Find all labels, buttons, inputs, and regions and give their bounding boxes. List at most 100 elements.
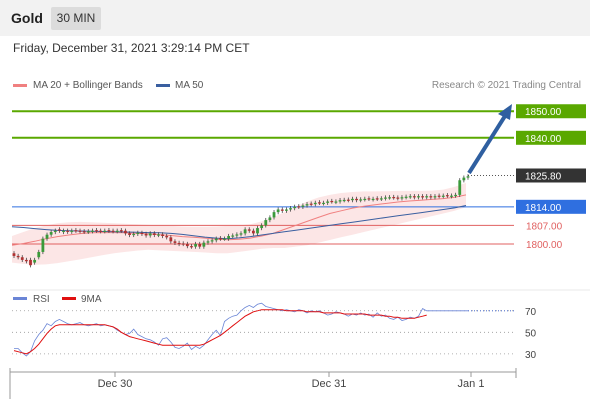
candle [62, 230, 65, 233]
level-tag-1850.00 [516, 104, 586, 119]
candle [384, 197, 387, 199]
candle [425, 196, 429, 198]
candle [12, 253, 16, 256]
candle [351, 198, 354, 201]
candle [326, 201, 330, 203]
ma9-legend-swatch [62, 297, 76, 300]
candle [251, 230, 255, 234]
candle [466, 176, 470, 178]
ma20-legend-label: MA 20 + Bollinger Bands [33, 80, 143, 91]
candle [285, 209, 288, 211]
candle [437, 195, 441, 197]
level-tag-1840.00 [516, 130, 586, 145]
candle [173, 241, 177, 243]
candle [115, 230, 119, 232]
ma20-line [11, 194, 467, 246]
candle [223, 238, 226, 240]
level-tag-1825.80 [516, 168, 586, 183]
timestamp: Friday, December 31, 2021 3:29:14 PM CET [13, 41, 250, 55]
candle [264, 220, 268, 226]
level-label-1825.80: 1825.80 [525, 171, 562, 182]
level-tag-1814.00 [516, 199, 586, 214]
rsi-line [14, 302, 468, 357]
instrument-title: Gold [11, 10, 43, 26]
candle [346, 199, 350, 201]
candle [247, 229, 251, 231]
candle [29, 259, 32, 266]
candle [388, 197, 391, 199]
candle [190, 246, 193, 248]
candle [227, 236, 231, 239]
candle [95, 230, 98, 232]
copyright: Research © 2021 Trading Central [431, 80, 581, 91]
candle [124, 230, 127, 234]
candle [297, 206, 301, 208]
candle [107, 230, 111, 232]
candle [111, 230, 115, 232]
candle [441, 195, 445, 197]
ma20-legend-swatch [13, 84, 27, 87]
candle [152, 233, 156, 235]
candle [421, 196, 424, 198]
ma50-line [11, 205, 467, 240]
candle [202, 242, 206, 247]
candle [305, 204, 309, 206]
candle [82, 231, 86, 233]
candle [375, 198, 379, 200]
candle [371, 198, 375, 201]
candle [140, 232, 144, 235]
candle [454, 194, 458, 197]
candle [78, 230, 82, 232]
rsi-tick-30: 30 [525, 350, 537, 361]
candle [169, 237, 173, 242]
candle [49, 232, 53, 235]
candle [330, 200, 334, 203]
ma9-legend-label: 9MA [81, 294, 102, 305]
candle [128, 233, 131, 235]
candle [334, 201, 338, 203]
x-tick-label: Jan 1 [458, 378, 485, 390]
candle [157, 234, 160, 236]
candle [41, 238, 45, 252]
candle [260, 225, 264, 229]
candle [235, 234, 239, 236]
candle [20, 257, 24, 260]
candle [400, 197, 404, 199]
candle [103, 230, 107, 232]
candle [45, 234, 49, 239]
level-label-1807.00: 1807.00 [526, 221, 563, 232]
candle [462, 177, 466, 181]
candle [214, 238, 218, 241]
bollinger-band [12, 182, 466, 265]
candle [37, 251, 41, 258]
candle [412, 196, 416, 198]
candle [458, 180, 462, 195]
candle [206, 241, 210, 243]
candle [429, 196, 433, 198]
level-label-1850.00: 1850.00 [525, 107, 562, 118]
candle [313, 202, 317, 205]
candle [16, 255, 20, 258]
candle [86, 231, 90, 233]
candle [256, 228, 259, 234]
candle [185, 243, 189, 247]
candle [272, 212, 276, 218]
candle [177, 242, 181, 245]
candle [318, 202, 321, 204]
candle [132, 233, 136, 236]
candle [417, 196, 420, 198]
candle [165, 236, 169, 238]
candle [293, 206, 297, 209]
candle [210, 240, 214, 242]
candle [99, 230, 103, 232]
header-bar: Gold 30 MIN [0, 0, 590, 36]
candle [181, 243, 185, 245]
candle [404, 196, 408, 198]
candle [136, 232, 140, 235]
timeframe-button[interactable]: 30 MIN [51, 7, 101, 30]
candle [367, 198, 371, 200]
candle [342, 199, 346, 202]
candle [392, 196, 396, 199]
candle [231, 235, 235, 237]
rsi-legend-swatch [13, 297, 27, 300]
